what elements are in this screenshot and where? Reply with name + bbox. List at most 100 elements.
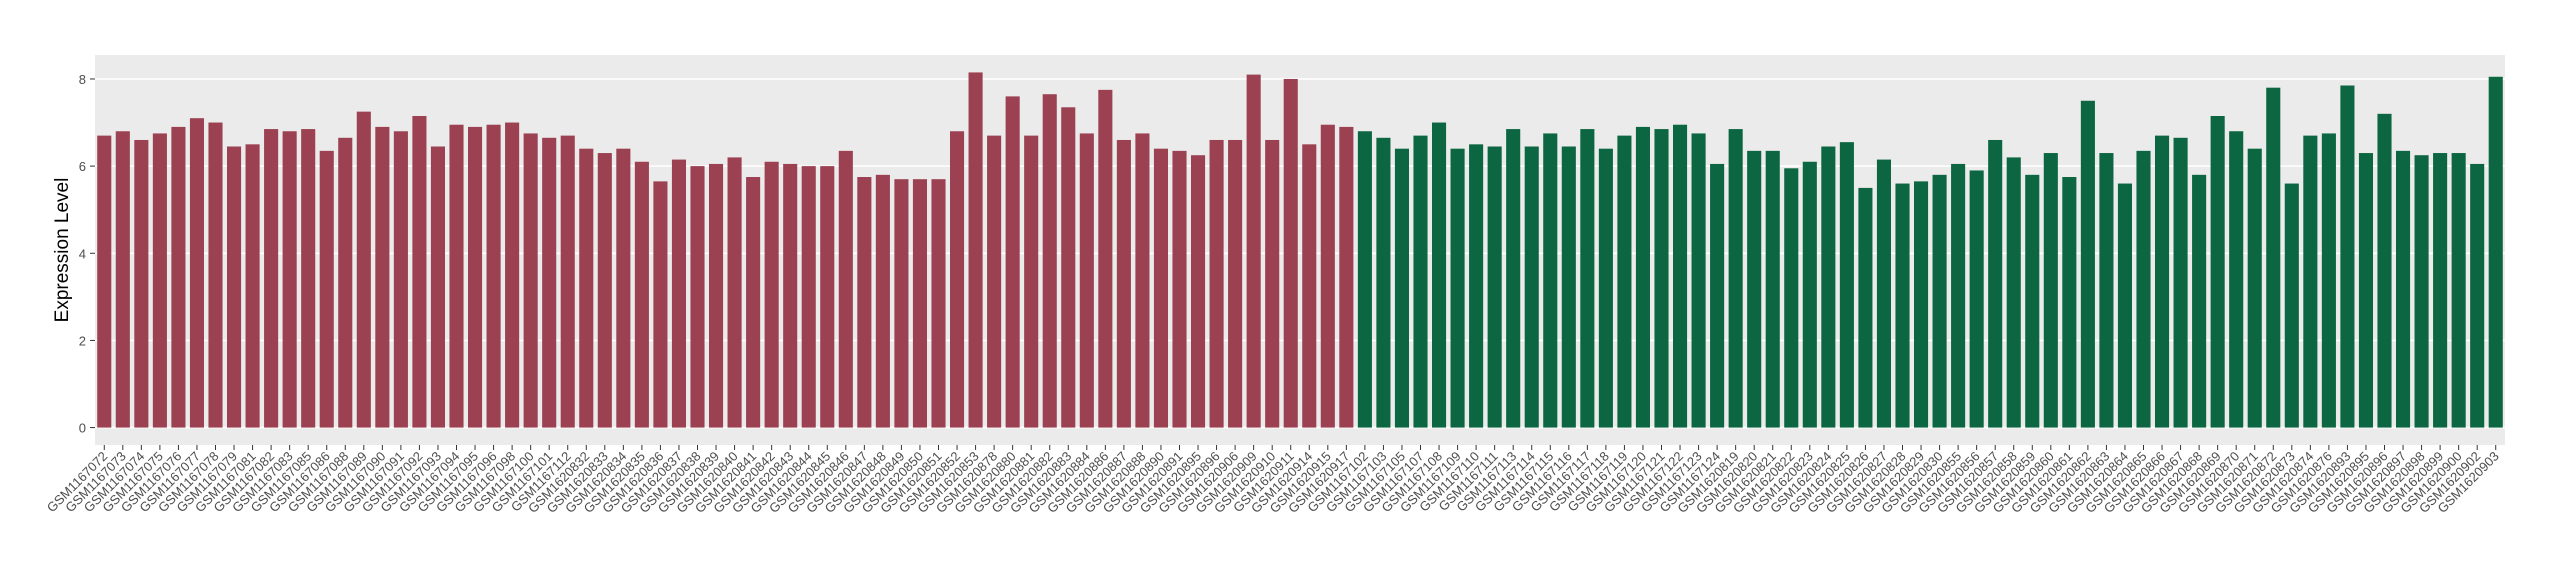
bar [894,179,909,428]
bar [1172,150,1187,428]
bar [1543,133,1558,428]
bar [1506,129,1521,428]
bar [708,163,724,428]
bar [1228,139,1243,428]
bar [1246,74,1261,428]
bar [1561,146,1576,428]
bar [1932,174,1947,428]
bar [1580,129,1595,428]
bar [2414,155,2429,428]
bar [505,122,520,428]
bar [2266,87,2281,428]
y-tick-label: 8 [79,72,86,87]
bar [2321,133,2336,428]
bar [449,124,464,428]
bar [2284,183,2299,428]
bar [2488,76,2503,428]
bar [616,148,631,428]
bar [671,159,687,428]
bar [2303,135,2318,428]
bar [1005,96,1020,428]
bar [134,139,149,428]
bar [1784,168,1799,428]
bar [189,118,205,428]
bar [1394,148,1410,428]
bar [2229,131,2244,428]
y-tick-label: 4 [79,246,86,261]
bar [245,144,260,428]
bar [2470,163,2485,428]
bar [430,146,446,428]
bar [1951,163,1966,428]
bar [2154,135,2170,428]
bar [2099,153,2114,428]
bar [1116,139,1131,428]
bar [560,135,575,428]
bar [171,126,186,428]
bar [727,157,742,428]
bar [338,137,353,428]
bar [1672,124,1688,428]
bar [1598,148,1613,428]
bar [375,126,390,428]
bar [912,179,928,428]
bar [2117,183,2133,428]
bar [987,135,1002,428]
bar [1858,187,1873,428]
y-tick-label: 6 [79,159,86,174]
bar [690,166,705,428]
bar [1061,107,1076,428]
bar [1913,181,1929,428]
bar [949,131,965,428]
bar [1710,163,1725,428]
bar [764,161,779,428]
bar [1654,129,1669,428]
bar [1357,131,1372,428]
bar [820,166,835,428]
bar [356,111,371,428]
bar [152,133,167,428]
bar [2433,153,2448,428]
bar [2043,153,2058,428]
bar [1821,146,1836,428]
bar [1728,129,1743,428]
bar [857,177,872,428]
bar [2062,177,2077,428]
bar [115,131,130,428]
bar [1450,148,1465,428]
bar [467,126,483,428]
bar [2395,150,2411,428]
bar [783,163,798,428]
bar [301,129,316,428]
bar [1209,139,1224,428]
bar [1802,161,1817,428]
bar [1153,148,1169,428]
bar [282,131,297,428]
bar [2377,113,2392,428]
bar [801,166,816,428]
bar [1283,78,1298,428]
bar [634,161,649,428]
bar [597,153,612,428]
bar [746,177,761,428]
bar [1876,159,1892,428]
bar [1691,133,1706,428]
bar [1098,89,1113,428]
bar [523,133,538,428]
bar [412,116,427,428]
bar [1839,142,1854,428]
bar [1413,135,1428,428]
bar [542,137,557,428]
bar [838,150,853,428]
bar [1617,135,1632,428]
bar [2210,116,2225,428]
bar [1469,144,1484,428]
bar [2340,85,2355,428]
bar [2173,137,2188,428]
bar [393,131,408,428]
bar [968,72,983,428]
bar [1135,133,1150,428]
bar [1042,94,1057,428]
bar [1635,126,1651,428]
